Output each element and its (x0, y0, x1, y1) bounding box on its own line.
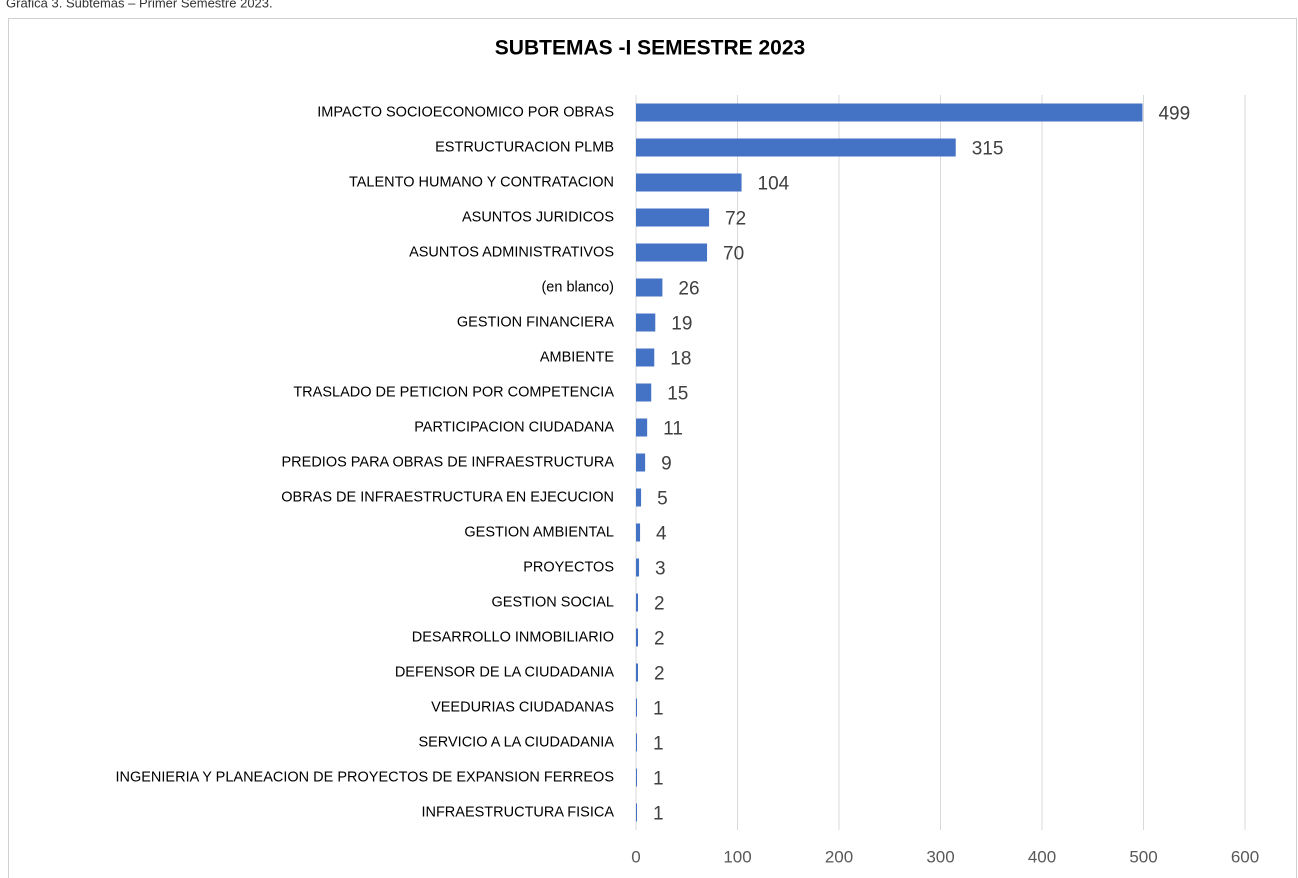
bar (636, 138, 956, 157)
data-label: 5 (657, 489, 668, 510)
data-label: 1 (653, 734, 664, 755)
x-tick-label: 300 (926, 847, 954, 866)
bar (636, 103, 1143, 122)
y-tick-label: PARTICIPACION CIUDADANA (414, 419, 614, 435)
caption: Gráfica 3. Subtemas – Primer Semestre 20… (6, 0, 273, 10)
data-label: 315 (972, 139, 1004, 160)
data-label: 499 (1158, 104, 1190, 125)
bar (636, 768, 638, 787)
data-label: 18 (670, 349, 691, 370)
y-tick-label: PROYECTOS (523, 559, 614, 575)
y-tick-label: ESTRUCTURACION PLMB (435, 139, 614, 155)
bar (636, 278, 663, 297)
y-tick-label: GESTION FINANCIERA (457, 314, 614, 330)
data-label: 2 (654, 594, 665, 615)
y-tick-label: INFRAESTRUCTURA FISICA (421, 804, 614, 820)
bar (636, 453, 646, 472)
bar (636, 558, 640, 577)
y-tick-label: IMPACTO SOCIOECONOMICO POR OBRAS (317, 104, 614, 120)
y-tick-label: GESTION SOCIAL (492, 594, 614, 610)
data-label: 1 (653, 769, 664, 790)
y-tick-label: (en blanco) (541, 279, 614, 295)
x-tick-label: 400 (1028, 847, 1056, 866)
data-label: 19 (671, 314, 692, 335)
x-tick-label: 200 (825, 847, 853, 866)
data-label: 4 (656, 524, 667, 545)
data-label: 1 (653, 804, 664, 825)
data-label: 26 (678, 279, 699, 300)
bar (636, 383, 652, 402)
y-tick-label: ASUNTOS JURIDICOS (462, 209, 614, 225)
y-tick-label: PREDIOS PARA OBRAS DE INFRAESTRUCTURA (282, 454, 615, 470)
y-tick-label: ASUNTOS ADMINISTRATIVOS (409, 244, 614, 260)
data-label: 104 (758, 174, 790, 195)
y-tick-label: DEFENSOR DE LA CIUDADANIA (395, 664, 614, 680)
data-label: 2 (654, 664, 665, 685)
bar (636, 733, 638, 752)
y-tick-label: DESARROLLO INMOBILIARIO (412, 629, 614, 645)
x-tick-label: 600 (1231, 847, 1259, 866)
bar (636, 348, 655, 367)
bar (636, 593, 639, 612)
data-label: 15 (667, 384, 688, 405)
y-tick-label: TRASLADO DE PETICION POR COMPETENCIA (293, 384, 614, 400)
y-tick-label: GESTION AMBIENTAL (464, 524, 614, 540)
y-tick-label: VEEDURIAS CIUDADANAS (431, 699, 614, 715)
bar (636, 803, 638, 822)
y-tick-label: AMBIENTE (540, 349, 614, 365)
data-label: 11 (663, 419, 683, 440)
y-tick-label: INGENIERIA Y PLANEACION DE PROYECTOS DE … (115, 769, 614, 785)
data-label: 9 (661, 454, 672, 475)
bar (636, 208, 710, 227)
bar (636, 523, 641, 542)
chart-frame (8, 18, 1297, 878)
y-tick-label: OBRAS DE INFRAESTRUCTURA EN EJECUCION (281, 489, 614, 505)
bar (636, 243, 708, 262)
bar (636, 698, 638, 717)
bar (636, 418, 648, 437)
data-label: 1 (653, 699, 664, 720)
chart-title: SUBTEMAS -I SEMESTRE 2023 (495, 37, 805, 60)
data-label: 2 (654, 629, 665, 650)
bar (636, 173, 742, 192)
x-tick-label: 0 (631, 847, 640, 866)
x-tick-label: 500 (1129, 847, 1157, 866)
bar (636, 313, 656, 332)
bar (636, 663, 639, 682)
y-tick-label: TALENTO HUMANO Y CONTRATACION (349, 174, 614, 190)
data-label: 72 (725, 209, 746, 230)
x-tick-label: 100 (723, 847, 751, 866)
data-label: 3 (655, 559, 666, 580)
bar (636, 628, 639, 647)
data-label: 70 (723, 244, 744, 265)
y-tick-label: SERVICIO A LA CIUDADANIA (418, 734, 614, 750)
bar (636, 488, 642, 507)
